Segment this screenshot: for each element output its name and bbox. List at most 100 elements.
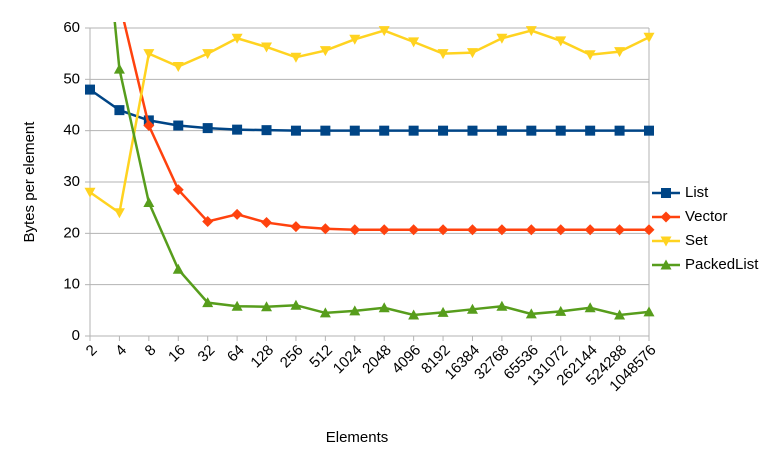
marker <box>496 300 508 311</box>
marker <box>614 47 626 58</box>
marker <box>85 84 95 95</box>
marker <box>378 224 390 236</box>
marker <box>173 120 184 131</box>
marker <box>261 42 273 53</box>
marker <box>349 305 361 316</box>
marker <box>143 197 155 208</box>
marker <box>555 305 567 316</box>
marker <box>584 50 596 61</box>
marker <box>438 125 449 136</box>
legend-label: Set <box>685 232 708 249</box>
x-tick-label: 16 <box>165 342 189 366</box>
marker <box>202 123 213 134</box>
marker <box>661 188 671 198</box>
marker <box>143 120 155 132</box>
marker <box>496 33 508 44</box>
marker <box>643 306 655 317</box>
marker <box>643 224 655 236</box>
marker <box>231 300 243 311</box>
marker <box>379 125 390 136</box>
marker <box>555 36 567 47</box>
x-tick-label: 4096 <box>389 342 425 378</box>
plot-area <box>84 0 655 320</box>
y-tick-label: 30 <box>63 173 80 190</box>
marker <box>349 34 361 45</box>
marker <box>437 224 449 236</box>
x-tick-label: 2 <box>83 342 101 360</box>
marker <box>290 125 301 136</box>
marker <box>437 49 449 60</box>
marker <box>660 236 672 247</box>
marker <box>349 224 361 236</box>
marker <box>644 125 654 136</box>
marker <box>378 302 390 313</box>
y-tick-label: 50 <box>63 70 80 87</box>
marker <box>143 49 155 60</box>
y-axis-label: Bytes per element <box>21 121 38 243</box>
marker <box>614 224 626 236</box>
marker <box>202 49 214 60</box>
y-tick-label: 10 <box>63 276 80 293</box>
marker <box>261 217 273 229</box>
marker <box>231 208 243 220</box>
series-line <box>89 29 650 215</box>
y-tick-label: 60 <box>63 19 80 36</box>
marker <box>114 105 125 116</box>
legend-label: PackedList <box>685 256 759 273</box>
marker <box>319 307 331 318</box>
marker <box>261 301 273 312</box>
y-tick-label: 40 <box>63 122 80 139</box>
x-tick-label: 32 <box>194 342 218 366</box>
marker <box>113 63 125 74</box>
marker <box>408 309 420 320</box>
x-tick-label: 128 <box>247 342 277 372</box>
x-tick-label: 256 <box>277 342 307 372</box>
marker <box>378 26 390 37</box>
marker <box>261 125 272 136</box>
marker <box>408 37 420 48</box>
series-line <box>113 22 650 317</box>
marker <box>614 309 626 320</box>
marker <box>660 259 672 270</box>
marker <box>584 224 596 236</box>
marker <box>202 216 214 228</box>
marker <box>349 125 360 136</box>
marker <box>408 224 420 236</box>
marker <box>525 308 537 319</box>
marker <box>231 33 243 44</box>
x-axis-label: Elements <box>326 429 389 446</box>
marker <box>496 224 508 236</box>
marker <box>660 211 672 223</box>
marker <box>232 124 243 135</box>
marker <box>172 184 184 196</box>
legend-label: Vector <box>685 208 728 225</box>
marker <box>84 187 96 198</box>
marker <box>526 125 537 136</box>
y-tick-label: 0 <box>72 327 80 344</box>
marker <box>584 302 596 313</box>
marker <box>525 26 537 37</box>
marker <box>614 125 625 136</box>
marker <box>319 46 331 57</box>
marker <box>319 223 331 235</box>
marker <box>437 306 449 317</box>
marker <box>467 125 478 136</box>
marker <box>555 125 566 136</box>
marker <box>320 125 331 136</box>
marker <box>114 0 125 8</box>
x-tick-label: 4 <box>112 342 130 360</box>
marker <box>172 263 184 274</box>
marker <box>525 224 537 236</box>
marker <box>466 48 478 59</box>
x-tick-label: 8 <box>142 342 160 360</box>
marker <box>290 221 302 233</box>
marker <box>113 208 125 219</box>
marker <box>466 303 478 314</box>
x-tick-label: 64 <box>224 342 248 366</box>
marker <box>202 297 214 308</box>
y-tick-label: 20 <box>63 224 80 241</box>
marker <box>466 224 478 236</box>
marker <box>585 125 596 136</box>
marker <box>496 125 507 136</box>
